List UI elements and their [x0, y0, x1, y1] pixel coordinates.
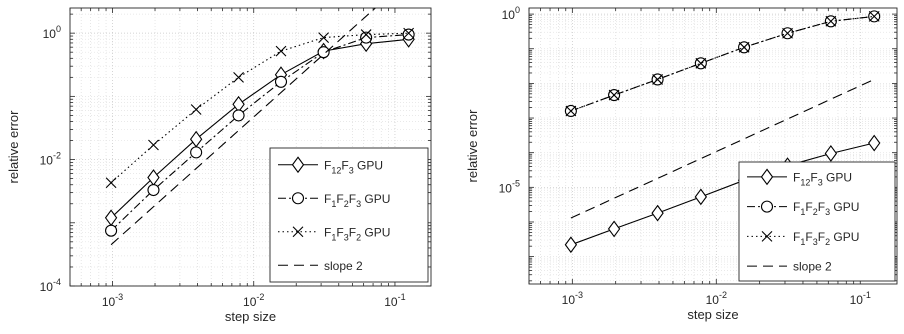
data-point: [147, 183, 160, 197]
series-layer: [104, 8, 415, 246]
legend: F12F3 GPU F1F2F3 GPU F1F3F2 GPU slope 2: [738, 161, 896, 282]
y-tick-label: 10-2: [40, 151, 61, 168]
data-point: [651, 204, 664, 222]
legend-entry: slope 2: [747, 260, 832, 274]
data-point: [694, 188, 708, 206]
legend-entry: F1F2F3 GPU: [747, 200, 859, 217]
legend-marker: [761, 230, 773, 242]
legend-label: slope 2: [793, 260, 832, 274]
data-point: [695, 57, 707, 69]
series-line-2: [570, 15, 875, 112]
ticks: [69, 8, 431, 287]
data-point: [105, 224, 118, 237]
series-line-4: [570, 78, 875, 219]
data-point: [738, 41, 750, 53]
axes-box: [69, 7, 432, 287]
y-tick-label: 10-4: [40, 277, 61, 294]
grid: [70, 8, 431, 286]
x-tick-label: 10-1: [850, 290, 871, 307]
legend-label: F1F3F2 GPU: [793, 230, 859, 247]
legend-entry: F12F3 GPU: [278, 156, 383, 175]
series-line-4: [110, 8, 377, 246]
x-tick-label: 10-3: [562, 290, 583, 307]
legend-entry: F1F3F2 GPU: [278, 225, 390, 242]
x-axis-label: step size: [225, 309, 276, 324]
data-point: [274, 75, 288, 88]
legend-marker: [760, 168, 774, 186]
data-point: [105, 177, 117, 189]
legend: F12F3 GPU F1F2F3 GPU F1F3F2 GPU slope 2: [269, 147, 429, 283]
legend-entry: F12F3 GPU: [747, 168, 852, 187]
series-line-3: [110, 32, 409, 184]
data-point: [782, 27, 793, 39]
data-point: [232, 109, 245, 122]
legend-label: F12F3 GPU: [324, 158, 383, 175]
legend-entry: F1F3F2 GPU: [747, 230, 859, 247]
legend-marker: [291, 192, 305, 205]
legend-marker: [292, 226, 304, 238]
data-point: [190, 104, 202, 115]
y-tick-label: 100: [43, 24, 61, 41]
data-point: [233, 71, 244, 83]
data-point: [275, 45, 287, 57]
x-tick-label: 10-2: [706, 290, 727, 307]
legend-entry: slope 2: [278, 259, 363, 273]
axes-box: [528, 7, 898, 285]
series-line-1: [110, 38, 409, 219]
x-tick-label: 10-1: [384, 292, 405, 309]
data-point: [824, 145, 838, 162]
series-line-1: [570, 142, 875, 246]
x-axis-label: step size: [687, 307, 738, 322]
x-tick-label: 10-2: [243, 292, 264, 309]
legend-label: F1F3F2 GPU: [324, 225, 390, 242]
y-axis-label: relative error: [6, 110, 21, 184]
data-point: [403, 27, 415, 39]
series-line-2: [110, 34, 409, 232]
legend-marker: [760, 200, 774, 213]
data-point: [825, 15, 837, 27]
chart-panel-2: 10-3 10-2 10-1 10-5 100 step size relative err…: [465, 5, 898, 322]
data-point: [402, 28, 415, 41]
data-point: [608, 89, 620, 101]
legend-marker: [291, 156, 305, 174]
data-point: [148, 139, 159, 151]
x-tick-label: 10-3: [102, 292, 123, 309]
data-point: [607, 220, 621, 238]
y-tick-label: 100: [502, 5, 520, 22]
data-point: [360, 31, 373, 44]
legend-label: F12F3 GPU: [793, 170, 852, 187]
legend-entry: F1F2F3 GPU: [278, 192, 390, 209]
data-point: [652, 74, 663, 85]
data-point: [190, 146, 203, 159]
data-point: [565, 105, 577, 117]
data-point: [868, 134, 881, 152]
data-point: [317, 46, 330, 59]
data-point: [868, 10, 880, 22]
legend-label: F1F2F3 GPU: [793, 200, 859, 217]
data-point: [360, 29, 372, 40]
data-point: [564, 236, 578, 254]
legend-label: slope 2: [324, 259, 363, 273]
y-tick-label: 10-5: [499, 178, 520, 195]
chart-panel-1: 10-3 10-2 10-1 10-4 10-2 100 step size relative…: [6, 7, 432, 324]
legend-label: F1F2F3 GPU: [324, 192, 390, 209]
data-point: [318, 32, 330, 44]
y-axis-label: relative error: [465, 109, 480, 183]
